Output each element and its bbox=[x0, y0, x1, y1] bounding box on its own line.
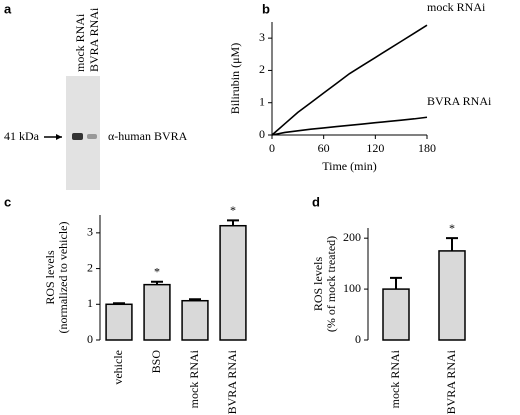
x-tick-label: vehicle bbox=[111, 350, 125, 385]
bar bbox=[181, 299, 209, 341]
error-bar bbox=[446, 237, 458, 251]
x-tick-label: mock RNAi bbox=[388, 349, 402, 408]
bar bbox=[219, 224, 247, 341]
arrow-head bbox=[56, 134, 62, 140]
x-tick-label: mock RNAi bbox=[187, 349, 201, 408]
blot-band bbox=[87, 134, 97, 139]
x-tick-label: BSO bbox=[149, 350, 163, 374]
error-bar bbox=[227, 219, 239, 226]
y-tick-label: 3 bbox=[259, 30, 265, 44]
x-tick-label: 60 bbox=[318, 141, 330, 155]
y-tick-label: 1 bbox=[87, 296, 93, 310]
y-axis-label: (% of mock treated) bbox=[324, 236, 338, 332]
significance-marker: * bbox=[230, 203, 236, 217]
y-tick-label: 200 bbox=[343, 230, 361, 244]
x-axis-label: Time (min) bbox=[322, 159, 377, 173]
y-axis-label: Bilirubin (μM) bbox=[228, 43, 242, 114]
y-tick-label: 3 bbox=[87, 225, 93, 239]
lane-label: BVRA RNAi bbox=[87, 7, 101, 72]
series-label: BVRA RNAi bbox=[427, 94, 492, 108]
bar bbox=[382, 288, 410, 341]
panel-letter: c bbox=[4, 194, 11, 209]
panel-letter: d bbox=[312, 194, 320, 209]
line bbox=[271, 24, 428, 136]
size-label: 41 kDa bbox=[4, 129, 40, 143]
blot-membrane bbox=[66, 76, 100, 190]
y-axis-label: ROS levels bbox=[43, 250, 57, 305]
y-tick-label: 0 bbox=[87, 332, 93, 346]
error-bar bbox=[390, 276, 402, 290]
series-label: mock RNAi bbox=[427, 0, 486, 14]
y-axis-label: (normalized to vehicle) bbox=[56, 222, 70, 334]
y-tick-label: 2 bbox=[259, 62, 265, 76]
x-tick-label: 180 bbox=[418, 141, 436, 155]
significance-marker: * bbox=[449, 221, 455, 235]
y-tick-label: 100 bbox=[343, 281, 361, 295]
y-tick-label: 2 bbox=[87, 260, 93, 274]
x-tick-label: 0 bbox=[269, 141, 275, 155]
y-axis-label: ROS levels bbox=[311, 257, 325, 312]
y-tick-label: 0 bbox=[355, 332, 361, 346]
error-bar bbox=[189, 298, 201, 301]
line bbox=[271, 116, 428, 136]
x-tick-label: BVRA RNAi bbox=[225, 349, 239, 414]
lane-label: mock RNAi bbox=[73, 13, 87, 72]
panel-letter: a bbox=[4, 1, 12, 16]
y-tick-label: 1 bbox=[259, 94, 265, 108]
significance-marker: * bbox=[154, 265, 160, 279]
panel-letter: b bbox=[262, 1, 270, 16]
x-tick-label: BVRA RNAi bbox=[444, 349, 458, 414]
band-label: α-human BVRA bbox=[108, 129, 188, 143]
error-bar bbox=[113, 302, 125, 305]
x-tick-label: 120 bbox=[366, 141, 384, 155]
bar bbox=[438, 250, 466, 341]
error-bar bbox=[151, 280, 163, 285]
bar bbox=[105, 303, 133, 341]
bar bbox=[143, 283, 171, 341]
blot-band bbox=[72, 133, 83, 140]
y-tick-label: 0 bbox=[259, 127, 265, 141]
